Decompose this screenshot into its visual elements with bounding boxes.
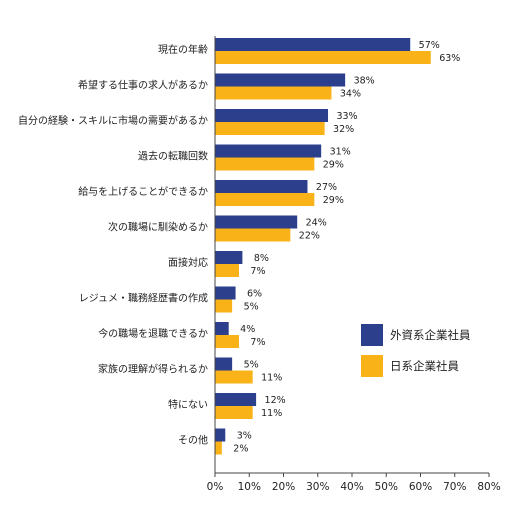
category-label: 過去の転職回数 — [138, 150, 208, 163]
x-tick-label: 0% — [207, 481, 224, 493]
data-label: 33% — [336, 111, 357, 122]
data-label: 29% — [323, 195, 344, 206]
data-label: 2% — [233, 444, 248, 455]
data-label: 5% — [244, 302, 259, 313]
data-label: 8% — [254, 253, 269, 264]
data-label: 11% — [261, 373, 282, 384]
data-label: 11% — [261, 408, 282, 419]
category-label: 特にない — [168, 399, 208, 411]
bar-foreign — [215, 251, 243, 264]
bar-foreign — [215, 357, 233, 371]
x-tick-label: 40% — [340, 481, 363, 493]
bar-foreign — [215, 38, 411, 51]
data-label: 57% — [419, 40, 440, 51]
legend-label: 外資系企業社員 — [390, 328, 471, 342]
bar-japanese — [215, 122, 325, 135]
bar-japanese — [215, 228, 291, 242]
category-label: 給与を上げることができるか — [78, 185, 208, 198]
bar-japanese — [215, 86, 332, 100]
x-tick-label: 50% — [375, 481, 398, 493]
data-label: 7% — [250, 266, 265, 277]
bar-japanese — [215, 157, 315, 171]
data-label: 6% — [247, 289, 262, 300]
legend-label: 日系企業社員 — [390, 359, 459, 373]
legend-swatch-foreign — [361, 324, 383, 346]
bar-foreign — [215, 322, 229, 335]
bar-japanese — [215, 264, 239, 277]
data-label: 38% — [354, 76, 375, 87]
data-label: 3% — [237, 431, 252, 442]
bar-japanese — [215, 299, 233, 313]
bar-japanese — [215, 51, 431, 64]
category-label: 今の職場を退職できるか — [98, 327, 208, 340]
bars-group — [215, 38, 431, 455]
data-label: 4% — [240, 324, 255, 335]
x-tick-label: 60% — [409, 481, 432, 493]
data-label: 5% — [244, 360, 259, 371]
data-label: 24% — [306, 218, 327, 229]
bar-foreign — [215, 73, 346, 87]
bar-japanese — [215, 370, 253, 384]
category-label: 自分の経験・スキルに市場の需要があるか — [18, 114, 208, 127]
x-tick-label: 20% — [272, 481, 295, 493]
category-label: 面接対応 — [168, 256, 208, 269]
category-label: 希望する仕事の求人があるか — [78, 79, 208, 92]
bar-foreign — [215, 215, 298, 229]
x-tick-label: 30% — [306, 481, 329, 493]
x-tick-label: 70% — [443, 481, 466, 493]
data-label: 22% — [299, 231, 320, 242]
data-label: 27% — [316, 182, 337, 193]
category-label: 家族の理解が得られるか — [98, 363, 208, 376]
data-label: 7% — [250, 337, 265, 348]
data-label: 34% — [340, 89, 361, 100]
x-axis: 0% 10% 20% 30% 40% 50% 60% 70% 80% — [207, 36, 501, 493]
category-label: 現在の年齢 — [158, 43, 208, 56]
bar-japanese — [215, 406, 253, 419]
data-label: 32% — [333, 124, 354, 135]
value-labels: 57% 63% 38% 34% 33% 32% 31% 29% 27% 29% 24% 22% 8% 7%… — [233, 40, 460, 455]
data-label: 63% — [439, 53, 460, 64]
data-label: 29% — [323, 160, 344, 171]
bar-foreign — [215, 286, 236, 300]
bar-japanese — [215, 441, 222, 455]
data-label: 12% — [265, 395, 286, 406]
data-label: 31% — [330, 147, 351, 158]
x-tick-label: 80% — [477, 481, 500, 493]
category-label: レジュメ・職務経歴書の作成 — [79, 292, 208, 305]
category-label: 次の職場に馴染めるか — [108, 221, 208, 234]
bar-foreign — [215, 144, 322, 158]
category-labels: 現在の年齢希望する仕事の求人があるか自分の経験・スキルに市場の需要があるか過去の… — [18, 43, 208, 447]
bar-japanese — [215, 335, 239, 348]
x-tick-label: 10% — [238, 481, 261, 493]
bar-foreign — [215, 393, 257, 406]
bar-japanese — [215, 193, 315, 206]
bar-foreign — [215, 109, 329, 122]
bar-foreign — [215, 428, 226, 442]
bar-foreign — [215, 180, 308, 193]
legend-swatch-japanese — [361, 355, 383, 377]
category-label: その他 — [178, 434, 208, 447]
